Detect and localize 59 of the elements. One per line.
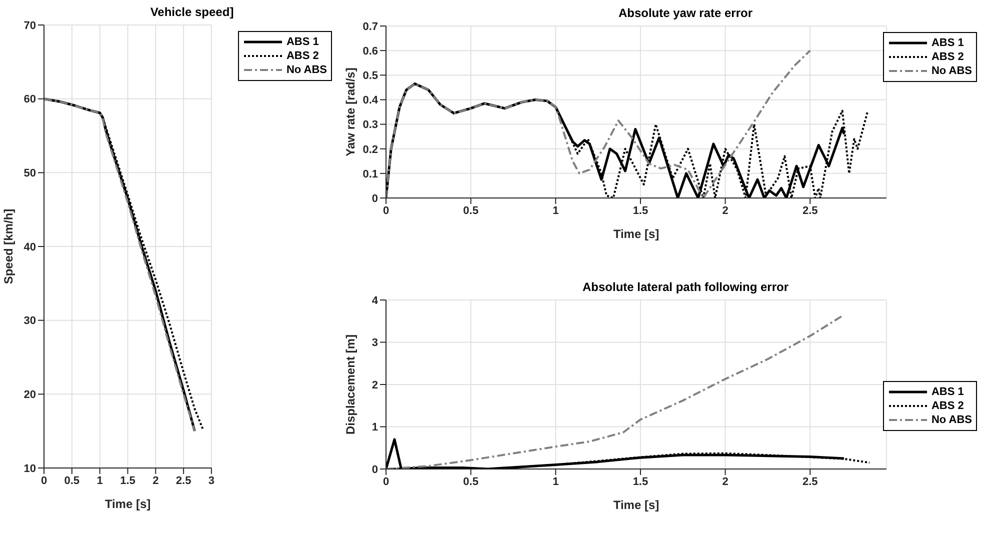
x-axis-title: Time [s] xyxy=(613,227,660,241)
x-tick-label: 1 xyxy=(552,204,559,217)
legend-label: ABS 2 xyxy=(286,50,319,62)
y-tick-label: 0.1 xyxy=(362,168,378,180)
x-tick-label: 0 xyxy=(382,204,390,217)
x-tick-label: 0.5 xyxy=(64,474,80,487)
x-tick-label: 2 xyxy=(152,474,159,487)
y-axis-title: Displacement [m] xyxy=(343,334,358,435)
y-tick-label: 40 xyxy=(24,241,36,254)
y-tick-label: 0.7 xyxy=(362,20,378,33)
legend-label: No ABS xyxy=(286,64,327,76)
y-tick-label: 10 xyxy=(24,462,36,475)
y-tick-label: 1 xyxy=(372,422,378,434)
y-tick-label: 0.2 xyxy=(362,144,378,156)
y-tick-label: 50 xyxy=(24,168,36,180)
x-tick-label: 2 xyxy=(722,204,728,217)
legend-label: ABS 1 xyxy=(931,37,964,49)
x-tick-label: 0 xyxy=(382,476,390,488)
x-tick-label: 1.5 xyxy=(632,476,648,488)
legend-label: ABS 1 xyxy=(286,36,319,48)
x-tick-label: 0.5 xyxy=(463,204,478,217)
chart-title: Absolute lateral path following error xyxy=(581,280,790,294)
y-tick-label: 70 xyxy=(24,20,36,32)
legend-label: ABS 2 xyxy=(931,400,964,412)
x-tick-label: 2.5 xyxy=(802,476,818,488)
legend-label: No ABS xyxy=(931,65,972,77)
y-tick-label: 2 xyxy=(372,379,378,392)
y-axis-title: Speed [km/h] xyxy=(1,208,16,284)
chart-title: Vehicle speed] xyxy=(149,5,235,19)
y-tick-label: 3 xyxy=(372,337,378,350)
chart-title: Absolute yaw rate error xyxy=(617,6,754,20)
x-axis-title: Time [s] xyxy=(613,498,660,512)
x-tick-label: 0.5 xyxy=(463,476,478,488)
y-tick-label: 4 xyxy=(372,294,379,307)
legend-label: ABS 2 xyxy=(931,51,964,63)
y-tick-label: 0.6 xyxy=(362,45,378,58)
legend-label: No ABS xyxy=(931,414,972,426)
y-tick-label: 60 xyxy=(24,94,36,106)
x-tick-label: 3 xyxy=(208,474,215,487)
line-series xyxy=(386,50,812,198)
x-tick-label: 1 xyxy=(552,476,559,488)
legend-label: ABS 1 xyxy=(931,386,964,398)
y-tick-label: 0 xyxy=(372,192,378,205)
x-tick-label: 1.5 xyxy=(120,474,136,487)
line-series xyxy=(386,314,846,469)
y-tick-label: 0.3 xyxy=(362,119,378,132)
x-tick-label: 2.5 xyxy=(802,204,818,217)
x-tick-label: 2 xyxy=(722,476,728,488)
y-tick-label: 0.5 xyxy=(362,70,378,82)
x-axis-title: Time [s] xyxy=(104,497,151,511)
x-tick-label: 0 xyxy=(40,474,48,487)
y-tick-label: 0.4 xyxy=(362,94,379,107)
y-axis-title: Yaw rate [rad/s] xyxy=(343,68,358,156)
y-tick-label: 20 xyxy=(24,389,36,402)
y-tick-label: 0 xyxy=(372,464,378,476)
x-tick-label: 2.5 xyxy=(176,474,192,487)
x-tick-label: 1.5 xyxy=(632,204,648,217)
x-tick-label: 1 xyxy=(96,474,103,487)
y-tick-label: 30 xyxy=(24,315,36,328)
